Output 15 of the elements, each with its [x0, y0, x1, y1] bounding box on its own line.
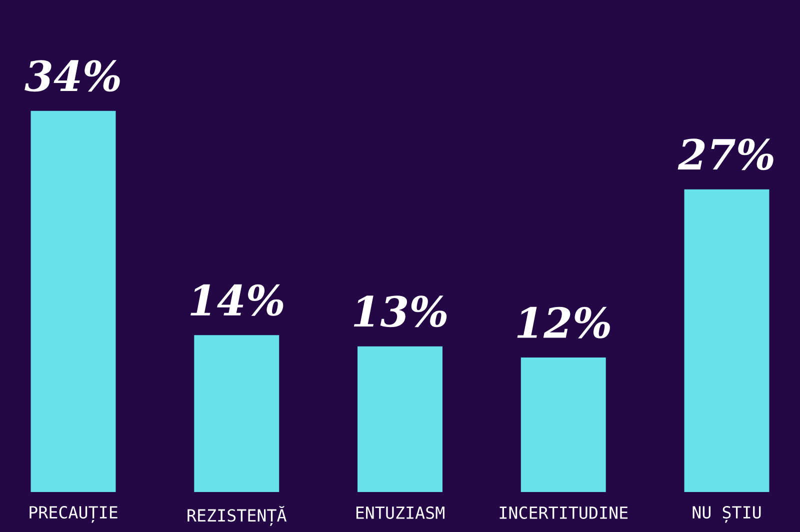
x-tick-label: ENTUZIASM — [356, 506, 444, 519]
data-label: 12% — [517, 306, 610, 338]
bar — [194, 335, 280, 492]
bar — [684, 189, 770, 492]
data-label: 34% — [24, 60, 120, 92]
x-tick-label: NU ȘTIU — [692, 506, 761, 523]
bar — [520, 358, 606, 492]
x-tick-label: INCERTITUDINE — [500, 506, 628, 519]
bar — [358, 346, 442, 492]
data-label: 27% — [678, 138, 774, 170]
data-label: 14% — [190, 284, 284, 316]
bar — [30, 110, 116, 492]
x-tick-label: PRECAUȚIE — [30, 506, 118, 523]
x-tick-label: REZISTENȚĂ — [188, 506, 286, 526]
data-label: 13% — [354, 296, 447, 328]
